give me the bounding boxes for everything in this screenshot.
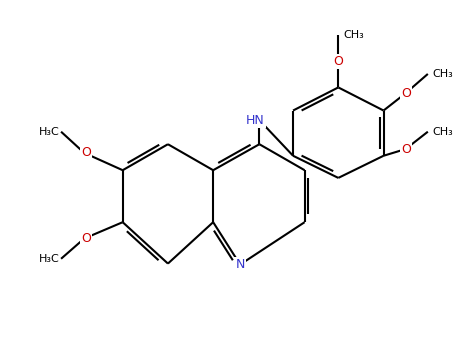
Text: HN: HN [246,114,265,127]
Text: O: O [81,146,91,159]
Text: O: O [81,232,91,245]
Text: N: N [235,258,245,271]
Text: CH₃: CH₃ [433,69,453,79]
Text: H₃C: H₃C [38,127,59,137]
Text: CH₃: CH₃ [433,127,453,137]
Text: O: O [401,87,410,100]
Text: O: O [334,55,343,68]
Text: H₃C: H₃C [38,254,59,264]
Text: O: O [401,143,410,155]
Text: CH₃: CH₃ [343,31,364,40]
